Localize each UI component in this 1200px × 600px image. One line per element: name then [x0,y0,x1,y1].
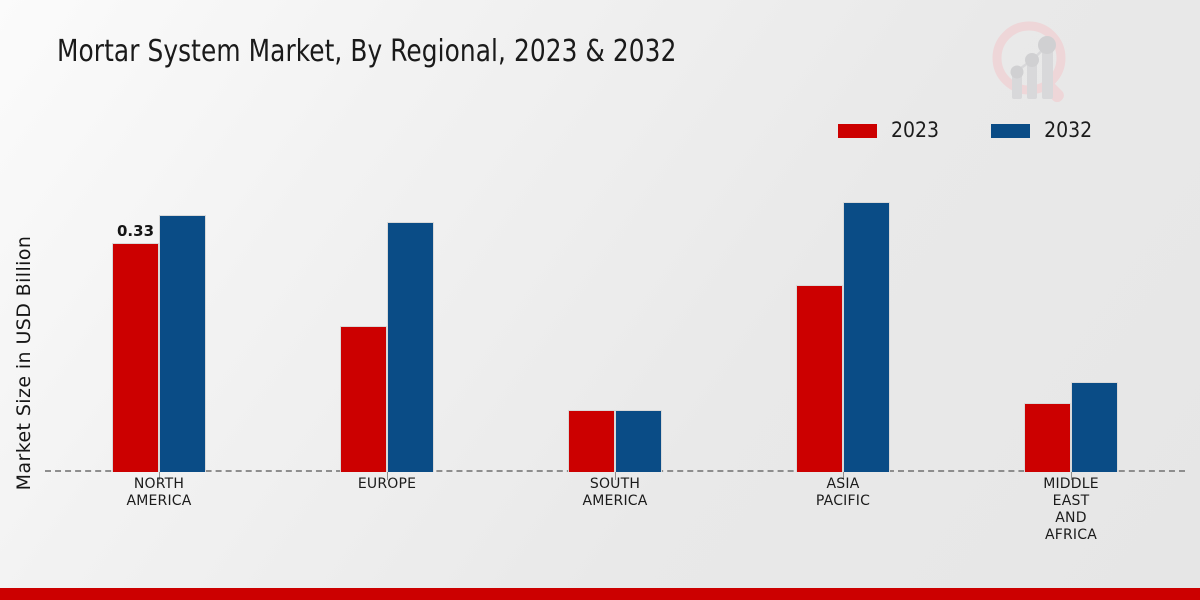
legend-swatch-2032 [991,123,1031,138]
bar-pair [568,160,662,472]
bar-2032-europe[interactable] [387,222,434,472]
x-axis-tick [615,472,616,480]
bar-group: 0.33 NORTH AMERICA [45,160,273,509]
x-axis-label-asia-pacific: ASIA PACIFIC [815,476,871,509]
bar-2023-south-america[interactable] [568,410,615,472]
bar-group: MIDDLE EAST AND AFRICA [957,160,1185,543]
bar-pair [796,160,890,472]
x-axis-label-europe: EUROPE [357,476,417,492]
bar-2023-asia-pacific[interactable] [796,285,843,472]
legend-label-2032: 2032 [1044,118,1093,142]
x-axis-tick [159,472,160,480]
bar-group: SOUTH AMERICA [501,160,729,509]
bar-pair [340,160,434,472]
x-axis-label-middle-east-and-africa: MIDDLE EAST AND AFRICA [1043,476,1099,543]
bar-2023-north-america[interactable] [112,243,159,472]
bar-2023-europe[interactable] [340,326,387,472]
legend-item-2032[interactable]: 2032 [991,120,1092,141]
x-axis-tick [1071,472,1072,480]
chart-legend: 2023 2032 [838,120,1092,141]
x-axis-tick [843,472,844,480]
page-title: Mortar System Market, By Regional, 2023 … [57,34,677,69]
bar-2032-asia-pacific[interactable] [843,202,890,472]
bar-pair [1024,160,1118,472]
legend-item-2023[interactable]: 2023 [838,120,939,141]
bar-2032-north-america[interactable] [159,215,206,472]
bar-group: EUROPE [273,160,501,492]
legend-swatch-2023 [838,123,877,138]
bar-2023-middle-east-and-africa[interactable] [1024,403,1071,472]
bar-group: ASIA PACIFIC [729,160,957,509]
x-axis-tick [387,472,388,480]
x-axis-label-north-america: NORTH AMERICA [126,476,192,509]
bar-pair [112,160,206,472]
magnifier-bar-chart-logo-icon [985,14,1085,114]
x-axis-label-south-america: SOUTH AMERICA [582,476,648,509]
legend-label-2023: 2023 [891,118,940,142]
bar-2032-middle-east-and-africa[interactable] [1071,382,1118,472]
bar-2032-south-america[interactable] [615,410,662,472]
bar-groups: 0.33 NORTH AMERICA EUROPE SOUTH AMERICA ASIA… [45,160,1185,543]
footer-accent-bar [0,588,1200,600]
bar-value-label: 0.33 [116,222,155,240]
plot-area: 0.33 NORTH AMERICA EUROPE SOUTH AMERICA ASIA… [45,160,1185,543]
y-axis-title: Market Size in USD Billion [13,235,35,491]
